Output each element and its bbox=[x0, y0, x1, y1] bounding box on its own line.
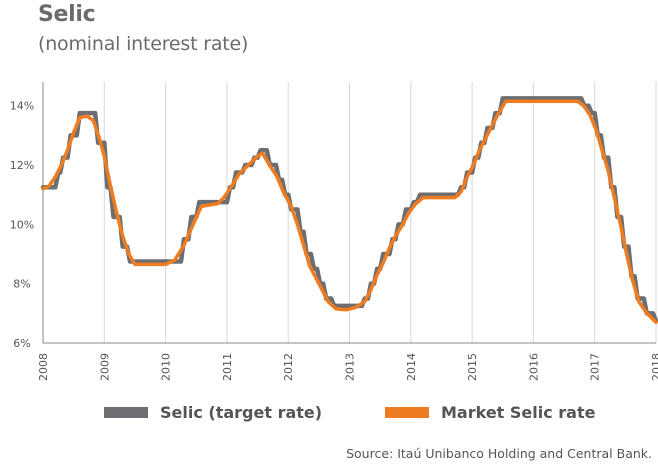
selic-line-chart: 6% 8% 10% 12% 14% 2008 2009 2010 2011 2012 2013 201… bbox=[10, 82, 658, 381]
legend-swatch-market-selic bbox=[385, 407, 429, 418]
x-tick-label-2011: 2011 bbox=[221, 353, 234, 381]
axes bbox=[42, 82, 656, 344]
series-lines bbox=[40, 96, 658, 324]
x-tick-label-2008: 2008 bbox=[37, 353, 50, 381]
y-tick-label-12: 12% bbox=[10, 159, 34, 172]
x-tick-label-2015: 2015 bbox=[466, 353, 479, 381]
chart-subtitle: (nominal interest rate) bbox=[38, 33, 249, 55]
y-tick-label-10: 10% bbox=[10, 218, 34, 231]
x-tick-label-2017: 2017 bbox=[589, 353, 602, 381]
legend-item-market-selic: Market Selic rate bbox=[385, 403, 595, 422]
source-note: Source: Itaú Unibanco Holding and Centra… bbox=[346, 446, 652, 461]
legend-label-market-selic: Market Selic rate bbox=[441, 403, 596, 422]
x-tick-label-2014: 2014 bbox=[405, 353, 418, 381]
legend-swatch-selic-target bbox=[104, 407, 148, 418]
x-tick-label-2013: 2013 bbox=[344, 353, 357, 381]
y-tick-label-6: 6% bbox=[13, 337, 30, 350]
chart-title: Selic bbox=[38, 2, 96, 27]
gridlines bbox=[103, 82, 657, 343]
y-tick-label-8: 8% bbox=[13, 278, 30, 291]
x-tick-label-2009: 2009 bbox=[98, 353, 111, 381]
x-tick-label-2010: 2010 bbox=[160, 353, 173, 381]
y-tick-label-14: 14% bbox=[10, 100, 34, 113]
series-line-market-selic bbox=[41, 99, 658, 324]
x-tick-label-2012: 2012 bbox=[282, 353, 295, 381]
tick-labels: 6% 8% 10% 12% 14% 2008 2009 2010 2011 2012 2013 201… bbox=[10, 100, 658, 381]
x-tick-label-2018: 2018 bbox=[650, 353, 658, 381]
legend-label-selic-target: Selic (target rate) bbox=[160, 403, 323, 422]
x-tick-label-2016: 2016 bbox=[527, 353, 540, 381]
legend-item-selic-target: Selic (target rate) bbox=[104, 403, 322, 422]
